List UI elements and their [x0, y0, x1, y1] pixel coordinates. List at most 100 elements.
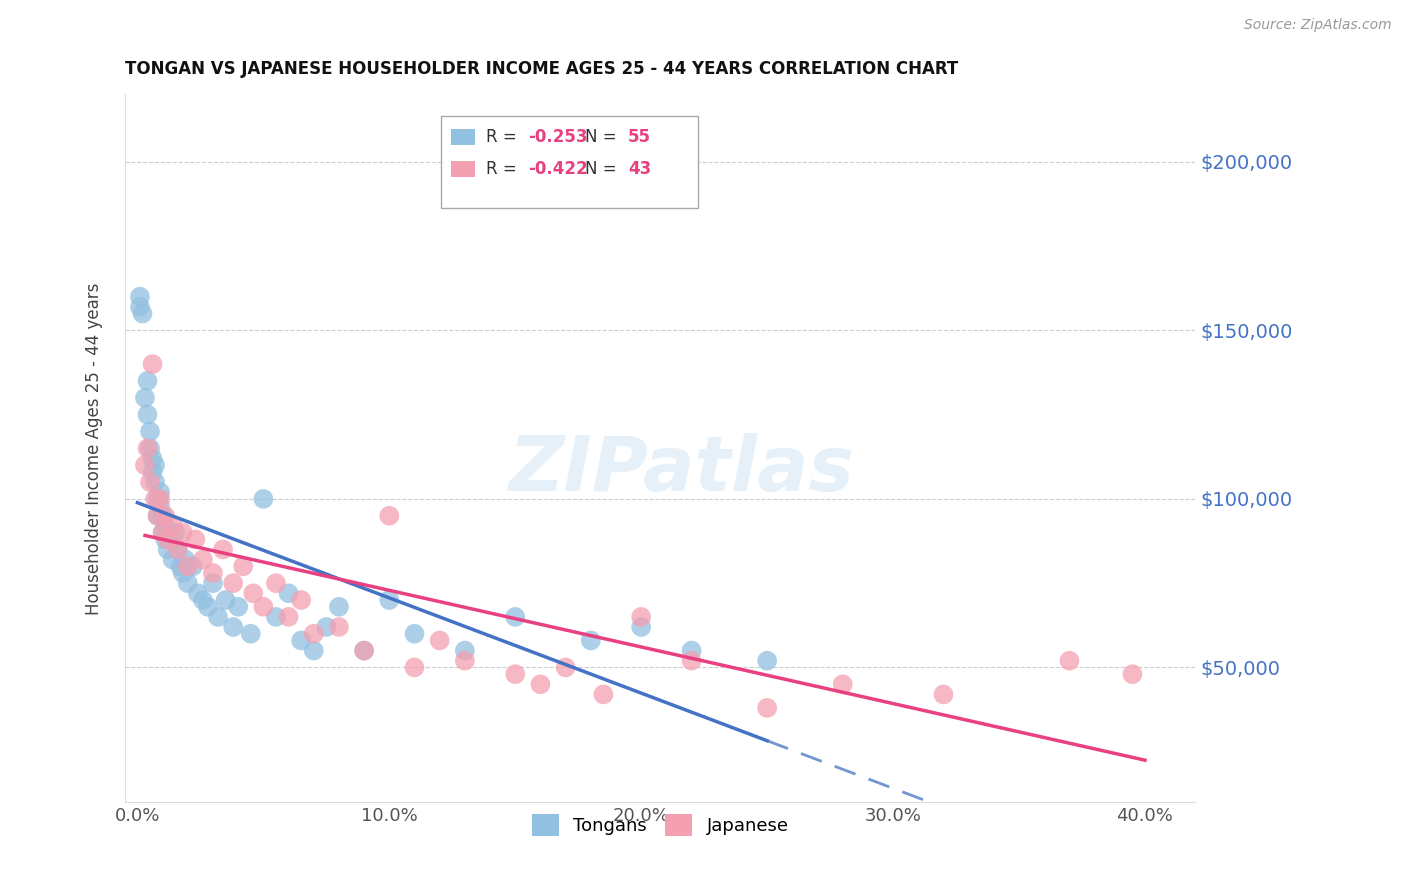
- Y-axis label: Householder Income Ages 25 - 44 years: Householder Income Ages 25 - 44 years: [86, 282, 103, 615]
- Point: [454, 643, 477, 657]
- Point: [166, 542, 188, 557]
- Point: [201, 566, 224, 580]
- Point: [222, 620, 245, 634]
- Point: [169, 559, 191, 574]
- Text: R =: R =: [485, 128, 522, 146]
- Point: [165, 525, 187, 540]
- Point: [214, 593, 236, 607]
- Point: [353, 643, 375, 657]
- FancyBboxPatch shape: [451, 129, 475, 145]
- Point: [315, 620, 337, 634]
- Point: [353, 643, 375, 657]
- Point: [529, 677, 551, 691]
- Text: R =: R =: [485, 160, 522, 178]
- Point: [134, 458, 156, 473]
- Point: [159, 533, 181, 547]
- Point: [136, 374, 159, 388]
- Point: [277, 610, 299, 624]
- Point: [143, 491, 166, 506]
- Point: [681, 654, 703, 668]
- Point: [153, 508, 176, 523]
- Point: [932, 687, 955, 701]
- Point: [141, 465, 163, 479]
- Point: [239, 626, 262, 640]
- Point: [302, 643, 325, 657]
- Point: [454, 654, 477, 668]
- Point: [630, 610, 652, 624]
- Point: [756, 701, 779, 715]
- Point: [131, 306, 153, 320]
- Point: [328, 620, 350, 634]
- Point: [264, 576, 287, 591]
- Point: [136, 442, 159, 456]
- Point: [579, 633, 602, 648]
- Point: [264, 610, 287, 624]
- Point: [134, 391, 156, 405]
- Point: [191, 593, 214, 607]
- Point: [592, 687, 614, 701]
- Point: [232, 559, 254, 574]
- Point: [328, 599, 350, 614]
- Point: [141, 357, 163, 371]
- FancyBboxPatch shape: [440, 116, 697, 208]
- Point: [290, 593, 312, 607]
- Point: [290, 633, 312, 648]
- Point: [184, 533, 207, 547]
- Point: [129, 300, 152, 314]
- Text: N =: N =: [585, 160, 621, 178]
- Text: 43: 43: [628, 160, 651, 178]
- Point: [156, 542, 179, 557]
- Point: [226, 599, 249, 614]
- Point: [162, 552, 184, 566]
- Point: [252, 491, 274, 506]
- Point: [681, 643, 703, 657]
- Point: [831, 677, 853, 691]
- Point: [139, 425, 162, 439]
- Text: -0.253: -0.253: [529, 128, 588, 146]
- Point: [177, 559, 200, 574]
- Point: [152, 525, 174, 540]
- Point: [756, 654, 779, 668]
- Point: [1059, 654, 1081, 668]
- Point: [162, 519, 184, 533]
- Point: [404, 660, 426, 674]
- Point: [143, 475, 166, 489]
- FancyBboxPatch shape: [451, 161, 475, 177]
- Point: [503, 667, 526, 681]
- Point: [166, 542, 188, 557]
- Point: [152, 525, 174, 540]
- Point: [197, 599, 219, 614]
- Point: [302, 626, 325, 640]
- Point: [172, 525, 194, 540]
- Point: [242, 586, 264, 600]
- Point: [172, 566, 194, 580]
- Point: [378, 593, 401, 607]
- Point: [136, 408, 159, 422]
- Point: [378, 508, 401, 523]
- Point: [252, 599, 274, 614]
- Point: [222, 576, 245, 591]
- Point: [149, 485, 172, 500]
- Point: [191, 552, 214, 566]
- Text: ZIPatlas: ZIPatlas: [509, 433, 855, 507]
- Point: [174, 552, 197, 566]
- Point: [429, 633, 451, 648]
- Point: [503, 610, 526, 624]
- Point: [207, 610, 229, 624]
- Point: [181, 559, 204, 574]
- Point: [1121, 667, 1143, 681]
- Legend: Tongans, Japanese: Tongans, Japanese: [524, 806, 796, 843]
- Point: [152, 508, 174, 523]
- Point: [146, 508, 169, 523]
- Point: [277, 586, 299, 600]
- Point: [153, 519, 176, 533]
- Point: [143, 458, 166, 473]
- Point: [630, 620, 652, 634]
- Point: [404, 626, 426, 640]
- Point: [156, 533, 179, 547]
- Point: [212, 542, 235, 557]
- Point: [554, 660, 576, 674]
- Point: [146, 508, 169, 523]
- Text: TONGAN VS JAPANESE HOUSEHOLDER INCOME AGES 25 - 44 YEARS CORRELATION CHART: TONGAN VS JAPANESE HOUSEHOLDER INCOME AG…: [125, 60, 957, 78]
- Point: [177, 576, 200, 591]
